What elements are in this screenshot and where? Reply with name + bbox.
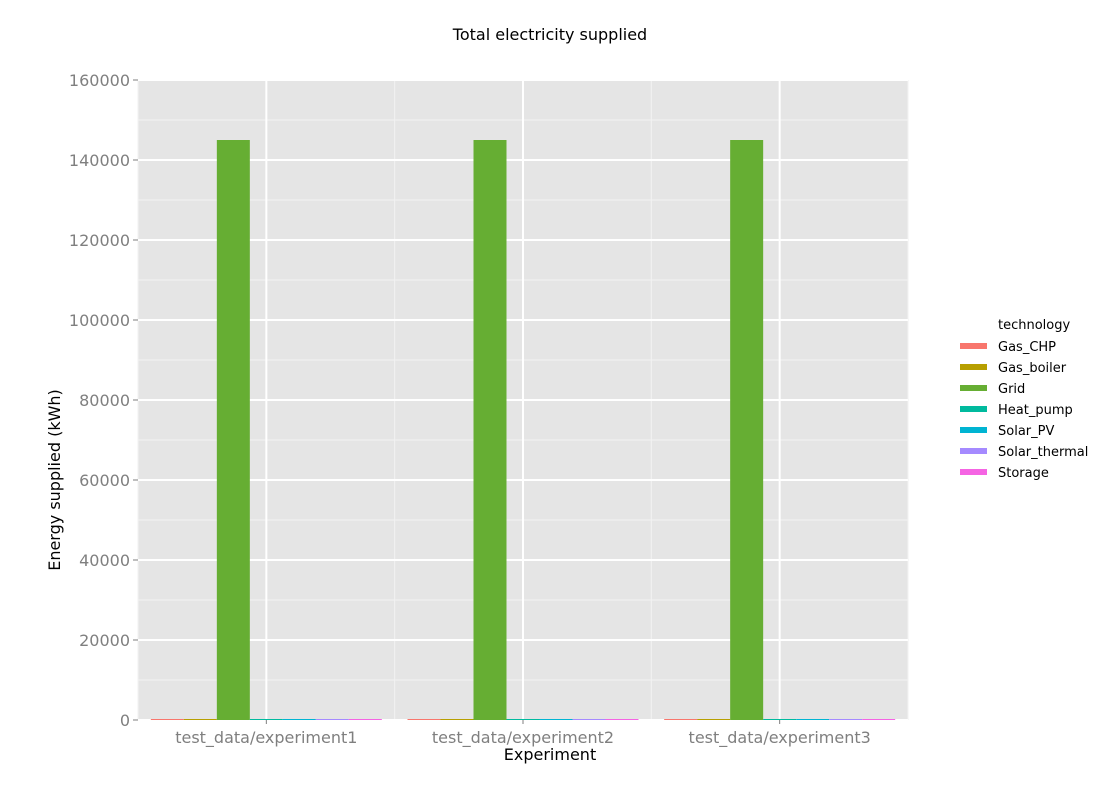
y-axis-title: Energy supplied (kWh) <box>45 389 64 571</box>
y-tick-label: 100000 <box>69 311 130 330</box>
bar-solar-pv <box>796 719 830 720</box>
bar-gas-boiler <box>697 719 731 720</box>
legend-swatch <box>960 427 987 433</box>
legend-label: Solar_PV <box>998 424 1054 439</box>
bars <box>150 140 896 720</box>
y-tick-label: 160000 <box>69 71 130 90</box>
bar-solar-thermal <box>572 719 606 720</box>
y-axis: 0 20000 40000 60000 80000 100000 120000 140000 1… <box>69 71 138 730</box>
y-tick-label: 0 <box>120 711 130 730</box>
bar-grid <box>730 140 764 720</box>
bar-storage <box>605 719 639 720</box>
legend: technology Gas_CHP Gas_boiler Grid Heat_pum… <box>960 318 1088 481</box>
legend-label: Solar_thermal <box>998 445 1088 460</box>
bar-solar-thermal <box>829 719 863 720</box>
x-tick-label: test_data/experiment3 <box>689 728 871 748</box>
legend-label: Gas_CHP <box>998 340 1056 355</box>
bar-grid <box>473 140 507 720</box>
bar-storage <box>862 719 896 720</box>
major-gridlines <box>138 79 908 721</box>
bar-gas-boiler <box>183 719 217 720</box>
bar-heat-pump <box>506 719 540 720</box>
legend-swatch <box>960 343 987 349</box>
y-tick-label: 120000 <box>69 231 130 250</box>
bar-storage <box>348 719 382 720</box>
bar-heat-pump <box>763 719 797 720</box>
y-tick-label: 80000 <box>79 391 130 410</box>
bar-gas-boiler <box>440 719 474 720</box>
bar-gas-chp <box>664 719 698 720</box>
bar-grid <box>216 140 250 720</box>
bar-gas-chp <box>150 719 184 720</box>
legend-label: Grid <box>998 382 1025 397</box>
chart-title: Total electricity supplied <box>452 25 647 44</box>
bar-solar-thermal <box>315 719 349 720</box>
bar-heat-pump <box>249 719 283 720</box>
legend-swatch <box>960 469 987 475</box>
x-tick-label: test_data/experiment1 <box>175 728 357 748</box>
bar-solar-pv <box>282 719 316 720</box>
x-axis: test_data/experiment1 test_data/experimen… <box>175 720 871 748</box>
y-tick-label: 60000 <box>79 471 130 490</box>
bar-solar-pv <box>539 719 573 720</box>
bar-gas-chp <box>407 719 441 720</box>
legend-swatch <box>960 364 987 370</box>
y-tick-label: 20000 <box>79 631 130 650</box>
y-tick-label: 140000 <box>69 151 130 170</box>
y-tick-label: 40000 <box>79 551 130 570</box>
x-tick-label: test_data/experiment2 <box>432 728 614 748</box>
legend-label: Heat_pump <box>998 403 1073 418</box>
legend-swatch <box>960 448 987 454</box>
legend-swatch <box>960 406 987 412</box>
legend-title: technology <box>998 318 1070 333</box>
x-axis-title: Experiment <box>504 745 596 764</box>
legend-label: Storage <box>998 466 1049 481</box>
legend-swatch <box>960 385 987 391</box>
legend-label: Gas_boiler <box>998 361 1067 376</box>
